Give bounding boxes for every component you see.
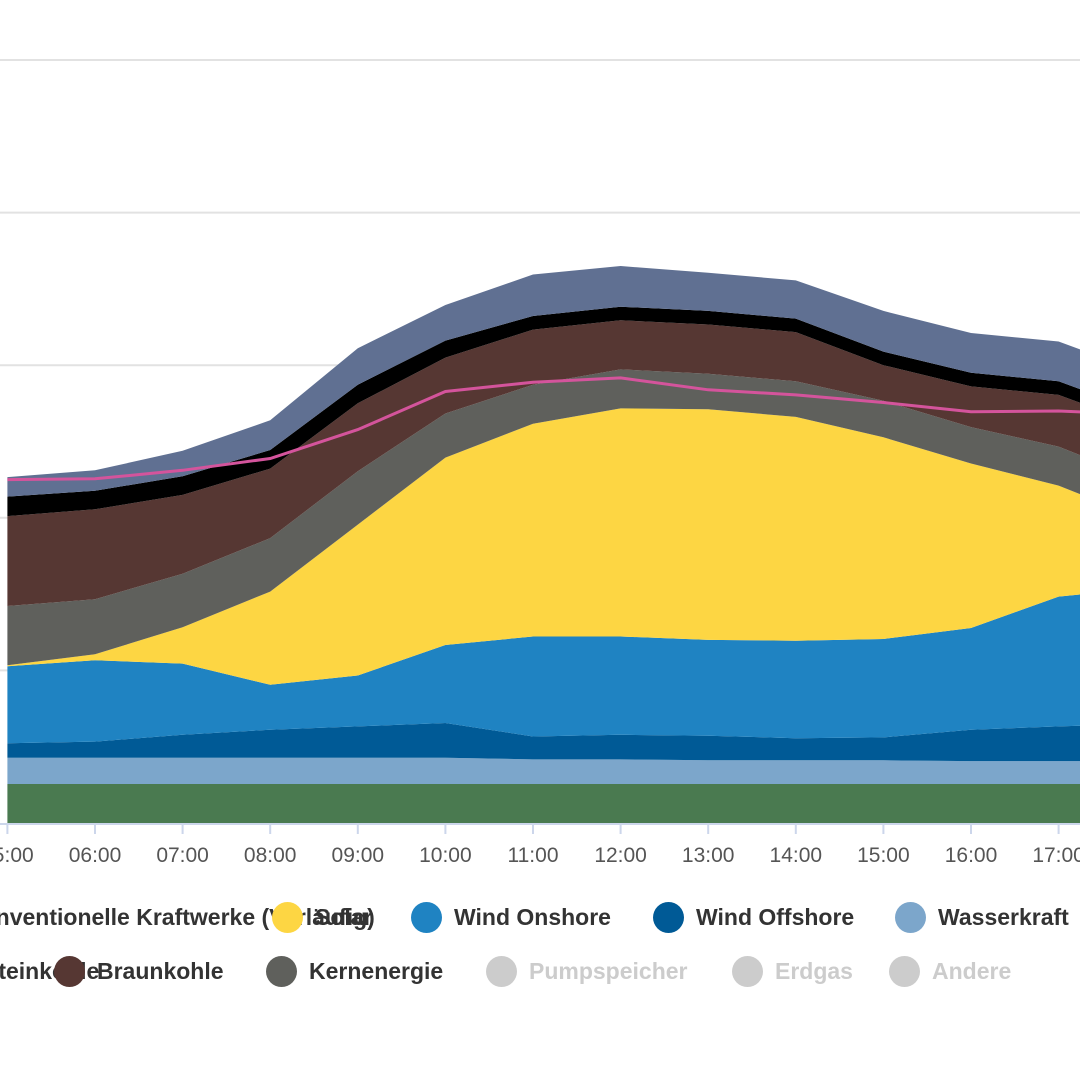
legend-marker-dot: [895, 901, 926, 933]
legend-label: Konventionelle Kraftwerke (Vorläufig): [0, 903, 375, 930]
area-braunkohle[interactable]: [7, 320, 1080, 606]
legend-marker-dot: [266, 955, 297, 987]
x-tick-label-0600: 06:00: [69, 844, 122, 867]
x-tick-label-0900: 09:00: [332, 844, 385, 867]
stacked-area-chart: 05:00 06:00 07:00 08:00 09:00 10:00 11:00 12:00…: [0, 59, 1080, 867]
legend-marker-dot: [272, 901, 303, 933]
x-axis: 05:00 06:00 07:00 08:00 09:00 10:00 11:00 12:00…: [0, 823, 1080, 867]
legend-marker-dot: [54, 955, 85, 987]
legend-label: Erdgas: [775, 957, 853, 984]
legend-marker-dot: [486, 955, 517, 987]
area-wasserkraft[interactable]: [7, 757, 1080, 784]
legend-label: Wind Offshore: [696, 903, 855, 930]
series-areas: [7, 266, 1080, 823]
area-kernenergie[interactable]: [7, 369, 1080, 666]
legend-label: Solar: [315, 903, 373, 930]
x-tick-label-1300: 13:00: [682, 844, 735, 867]
legend-marker-dot: [889, 955, 920, 987]
consumption-line-group: [7, 376, 1080, 482]
legend-label: Wind Onshore: [454, 903, 611, 930]
area-solar[interactable]: [7, 408, 1080, 685]
x-tick-label-1200: 12:00: [594, 844, 647, 867]
legend-label: Andere: [932, 957, 1012, 984]
x-tick-label-1500: 15:00: [857, 844, 910, 867]
x-tick-label-1100: 11:00: [508, 844, 559, 867]
area-wind-onshore[interactable]: [7, 588, 1080, 744]
x-tick-label-0800: 08:00: [244, 844, 297, 867]
legend-item-braunkohle[interactable]: Braunkohle: [54, 947, 224, 995]
legend-marker-dot: [411, 901, 442, 933]
legend-marker-dot: [653, 901, 684, 933]
legend: Konventionelle Kraftwerke (Vorläufig) Sol…: [0, 893, 1080, 1003]
x-tick-label-1700: 17:00: [1032, 844, 1080, 867]
legend-label: Pumpspeicher: [529, 957, 688, 984]
consumption-line[interactable]: [7, 376, 1080, 482]
legend-label: Braunkohle: [97, 957, 224, 984]
legend-item-wasserkraft[interactable]: Wasserkraft: [895, 893, 1069, 941]
area-wind-offshore[interactable]: [7, 723, 1080, 762]
area-konventionelle-kraftwerke-vorl-ufig[interactable]: [7, 266, 1080, 497]
legend-item-pumpspeicher[interactable]: Pumpspeicher: [486, 947, 688, 995]
legend-item-solar[interactable]: Solar: [272, 893, 373, 941]
x-tick-label-0700: 07:00: [156, 844, 209, 867]
legend-label: Wasserkraft: [938, 903, 1069, 930]
legend-item-wind-offshore[interactable]: Wind Offshore: [653, 893, 854, 941]
x-tick-label-1000: 10:00: [419, 844, 472, 867]
area-biomasse[interactable]: [7, 784, 1080, 823]
legend-label: Kernenergie: [309, 957, 444, 984]
x-tick-label-0500: 05:00: [0, 844, 34, 867]
legend-marker-dot: [732, 955, 763, 987]
x-tick-label-1600: 16:00: [945, 844, 998, 867]
area-steinkohle[interactable]: [7, 306, 1080, 517]
x-tick-label-1400: 14:00: [770, 844, 823, 867]
legend-item-erdgas[interactable]: Erdgas: [732, 947, 853, 995]
legend-item-andere[interactable]: Andere: [889, 947, 1011, 995]
legend-item-kernenergie[interactable]: Kernenergie: [266, 947, 443, 995]
legend-item-konventionelle-kraftwerke-vorl-ufig[interactable]: Konventionelle Kraftwerke (Vorläufig): [0, 893, 375, 941]
legend-item-wind-onshore[interactable]: Wind Onshore: [411, 893, 611, 941]
